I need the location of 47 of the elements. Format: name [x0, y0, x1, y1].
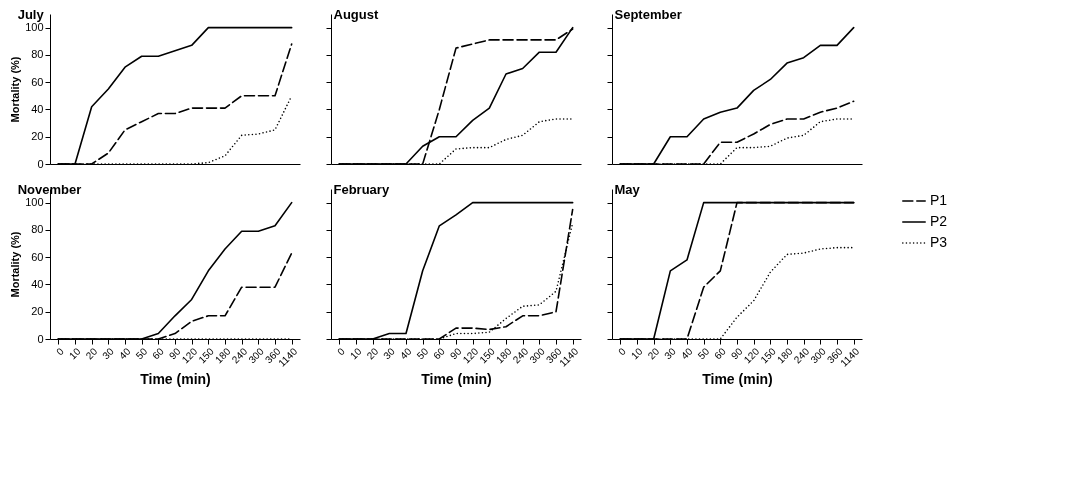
y-tick-label: 60 [31, 250, 44, 263]
chart-title: August [333, 7, 379, 22]
y-axis-title: Mortality (%) [9, 231, 22, 298]
x-tick-label: 40 [678, 345, 695, 362]
y-tick-label: 80 [31, 48, 44, 61]
chart-title: September [614, 7, 682, 22]
x-axis-title: Time (min) [702, 370, 773, 387]
x-axis-title: Time (min) [421, 370, 492, 387]
x-tick-label: 20 [645, 345, 662, 362]
x-tick-label: 0 [54, 345, 67, 358]
y-tick-label: 100 [25, 21, 44, 34]
x-tick-label: 0 [335, 345, 348, 358]
x-tick-label: 40 [397, 345, 414, 362]
x-axis-title: Time (min) [140, 370, 211, 387]
chart-title: May [614, 182, 641, 197]
x-tick-label: 30 [100, 345, 117, 362]
x-tick-label: 50 [414, 345, 431, 362]
x-tick-label: 50 [695, 345, 712, 362]
y-tick-label: 20 [31, 130, 44, 143]
legend-label: P3 [930, 234, 948, 250]
x-tick-label: 10 [347, 345, 364, 362]
y-tick-label: 40 [31, 102, 44, 115]
x-tick-label: 30 [381, 345, 398, 362]
x-tick-label: 50 [133, 345, 150, 362]
x-tick-label: 10 [66, 345, 83, 362]
y-tick-label: 100 [25, 196, 44, 209]
chart-title: July [17, 7, 45, 22]
x-tick-label: 0 [616, 345, 629, 358]
chart-title: November [17, 182, 82, 197]
y-axis-title: Mortality (%) [9, 56, 22, 123]
x-tick-label: 20 [364, 345, 381, 362]
x-tick-label: 60 [150, 345, 167, 362]
y-tick-label: 0 [37, 157, 44, 170]
x-tick-label: 60 [712, 345, 729, 362]
x-tick-label: 40 [116, 345, 133, 362]
chart-title: February [333, 182, 390, 197]
y-tick-label: 80 [31, 223, 44, 236]
y-tick-label: 60 [31, 75, 44, 88]
x-tick-label: 10 [628, 345, 645, 362]
x-tick-label: 60 [431, 345, 448, 362]
x-tick-label: 20 [83, 345, 100, 362]
legend-label: P2 [930, 213, 948, 229]
y-tick-label: 0 [37, 332, 44, 345]
y-tick-label: 40 [31, 277, 44, 290]
y-tick-label: 20 [31, 305, 44, 318]
x-tick-label: 30 [662, 345, 679, 362]
legend-label: P1 [930, 192, 948, 208]
